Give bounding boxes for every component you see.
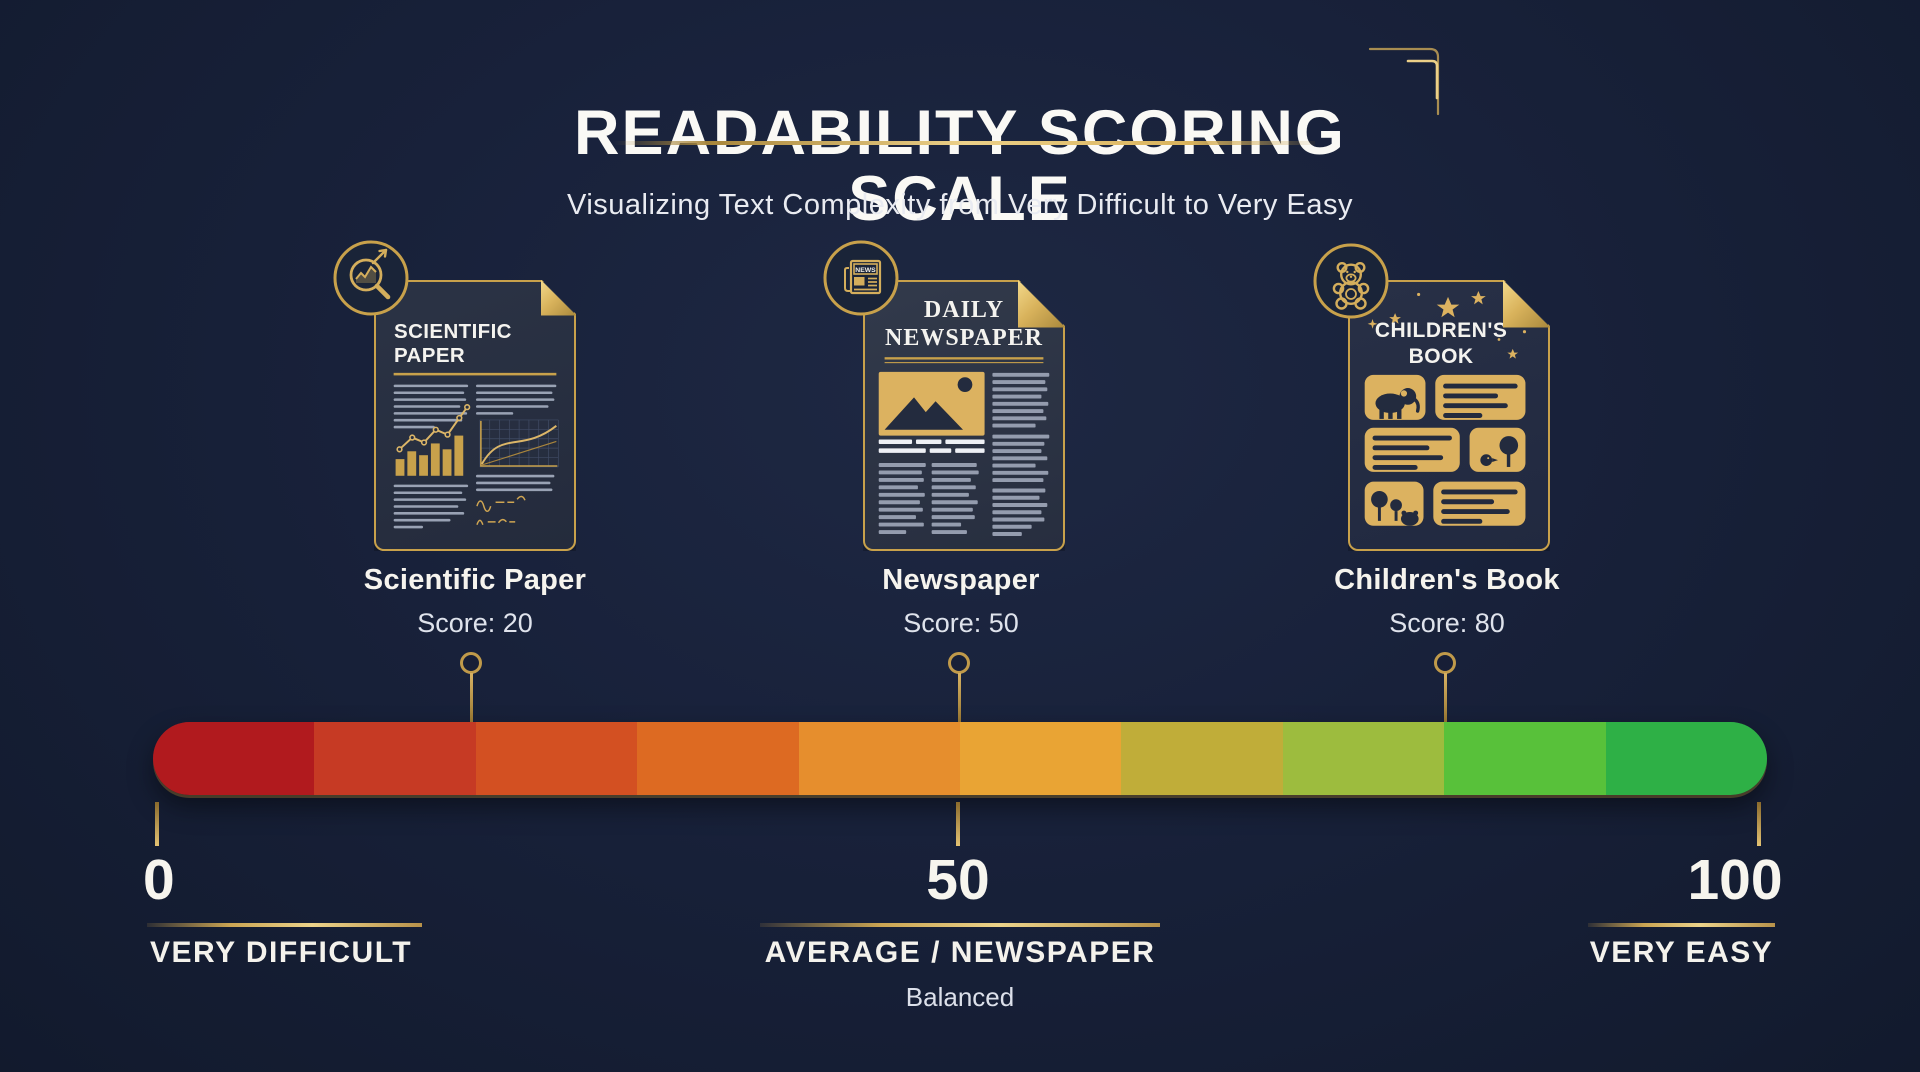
connector-dot [1434,652,1456,674]
scale-segment [314,722,476,795]
scale-caption-min: VERY DIFFICULT [150,936,413,969]
title-underline-decoration [614,141,1315,145]
doc-title-line: BOOK [1408,345,1474,368]
marker-rule-decoration [147,923,422,927]
doc-title-line: NEWSPAPER [885,325,1043,351]
doc-title-line: CHILDREN'S [1374,319,1508,342]
marker-rule-decoration [1588,923,1775,927]
scale-value-mid: 50 [926,848,990,912]
scale-segment [475,722,638,795]
formula-decoration [477,496,525,524]
scale-caption-max: VERY EASY [1589,936,1774,969]
magnifier-trend-icon [333,240,409,316]
scale-tick [155,802,159,846]
card-label: Scientific Paper [363,564,587,596]
bar-chart-icon [396,405,470,476]
connector-line [470,673,473,722]
marker-rule-decoration [760,923,1160,927]
childrens-book-art [1350,282,1548,549]
scale-segment [1605,722,1767,795]
connector-dot [948,652,970,674]
trees-and-animal-icon [1371,491,1419,526]
newspaper-art [865,282,1063,549]
childrens-book-card: CHILDREN'S BOOK [1348,280,1550,551]
text-lines-decoration [394,385,557,529]
tile-text-decoration [1373,384,1518,524]
scale-segment [798,722,961,795]
newspaper-card: DAILY NEWSPAPER [863,280,1065,551]
scale-caption-mid: AVERAGE / NEWSPAPER [764,936,1156,969]
card-score: Score: 50 [903,608,1019,638]
card-label: Newspaper [882,564,1040,596]
connector-line [1444,673,1447,722]
scale-value-min: 0 [143,848,175,912]
doc-title-line: PAPER [394,344,466,367]
scale-value-max: 100 [1687,848,1783,912]
scale-tick [956,802,960,846]
corner-bracket-decoration [1368,47,1440,116]
stars-decoration [1368,291,1526,359]
photo-placeholder-icon [879,372,985,436]
text-lines-decoration [879,373,1050,536]
card-label: Children's Book [1334,564,1560,596]
doc-title: CHILDREN'S BOOK [1350,318,1532,370]
card-score: Score: 80 [1389,608,1505,638]
page-subtitle: Visualizing Text Complexity from Very Di… [567,189,1353,221]
tree-and-duck-icon [1480,436,1518,467]
scientific-paper-art [376,282,574,549]
scale-bar-segments [153,722,1767,795]
scale-segment [637,722,799,795]
scale-segment [1444,722,1606,795]
elephant-icon [1375,388,1418,419]
scale-segment [1121,722,1283,795]
doc-title-line: SCIENTIFIC [394,320,512,343]
scale-subcaption-mid: Balanced [905,982,1015,1012]
scientific-paper-card: SCIENTIFIC PAPER [374,280,576,551]
doc-title-line: DAILY [923,297,1005,323]
page-title: READABILITY SCORING SCALE [574,98,1346,235]
connector-dot [460,652,482,674]
newspaper-icon: NEWS [823,240,899,316]
scale-segment [153,722,315,795]
headline-lines-decoration [879,440,985,453]
doc-title: DAILY NEWSPAPER [865,296,1063,352]
news-badge-label: NEWS [855,267,876,274]
line-chart-icon [480,420,558,467]
connector-line [958,673,961,722]
card-score: Score: 20 [417,608,533,638]
readability-scale-bar [153,722,1767,795]
scale-tick [1757,802,1761,846]
scale-segment [960,722,1122,795]
doc-title: SCIENTIFIC PAPER [394,320,512,368]
scale-segment [1282,722,1445,795]
teddy-bear-icon [1313,243,1389,319]
